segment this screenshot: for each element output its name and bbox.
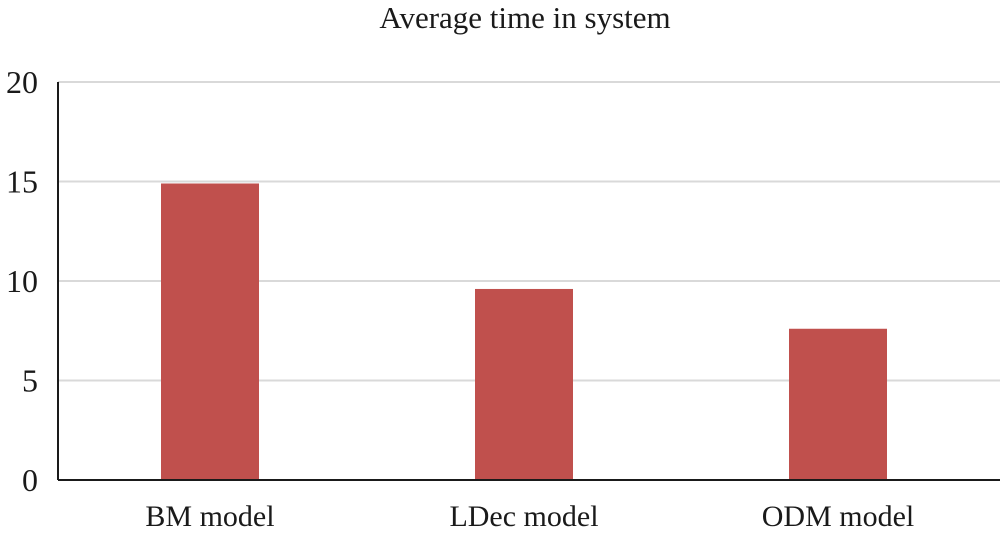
chart-title: Average time in system [379, 0, 670, 35]
bar-odm-model [789, 328, 887, 480]
bar-ldec-model [475, 288, 573, 480]
x-tick-label: ODM model [762, 500, 915, 533]
bars [161, 183, 887, 481]
x-tick-labels: BM model LDec model ODM model [145, 500, 914, 533]
y-tick-labels: 0 5 10 15 20 [6, 64, 38, 498]
x-tick-label: LDec model [449, 500, 598, 533]
bar-bm-model [161, 183, 259, 481]
y-tick-label: 20 [6, 64, 38, 100]
y-tick-label: 15 [6, 164, 38, 200]
axes [57, 82, 1000, 481]
y-tick-label: 10 [6, 263, 38, 299]
y-tick-label: 0 [22, 462, 38, 498]
x-tick-label: BM model [145, 500, 274, 533]
y-tick-label: 5 [22, 363, 38, 399]
